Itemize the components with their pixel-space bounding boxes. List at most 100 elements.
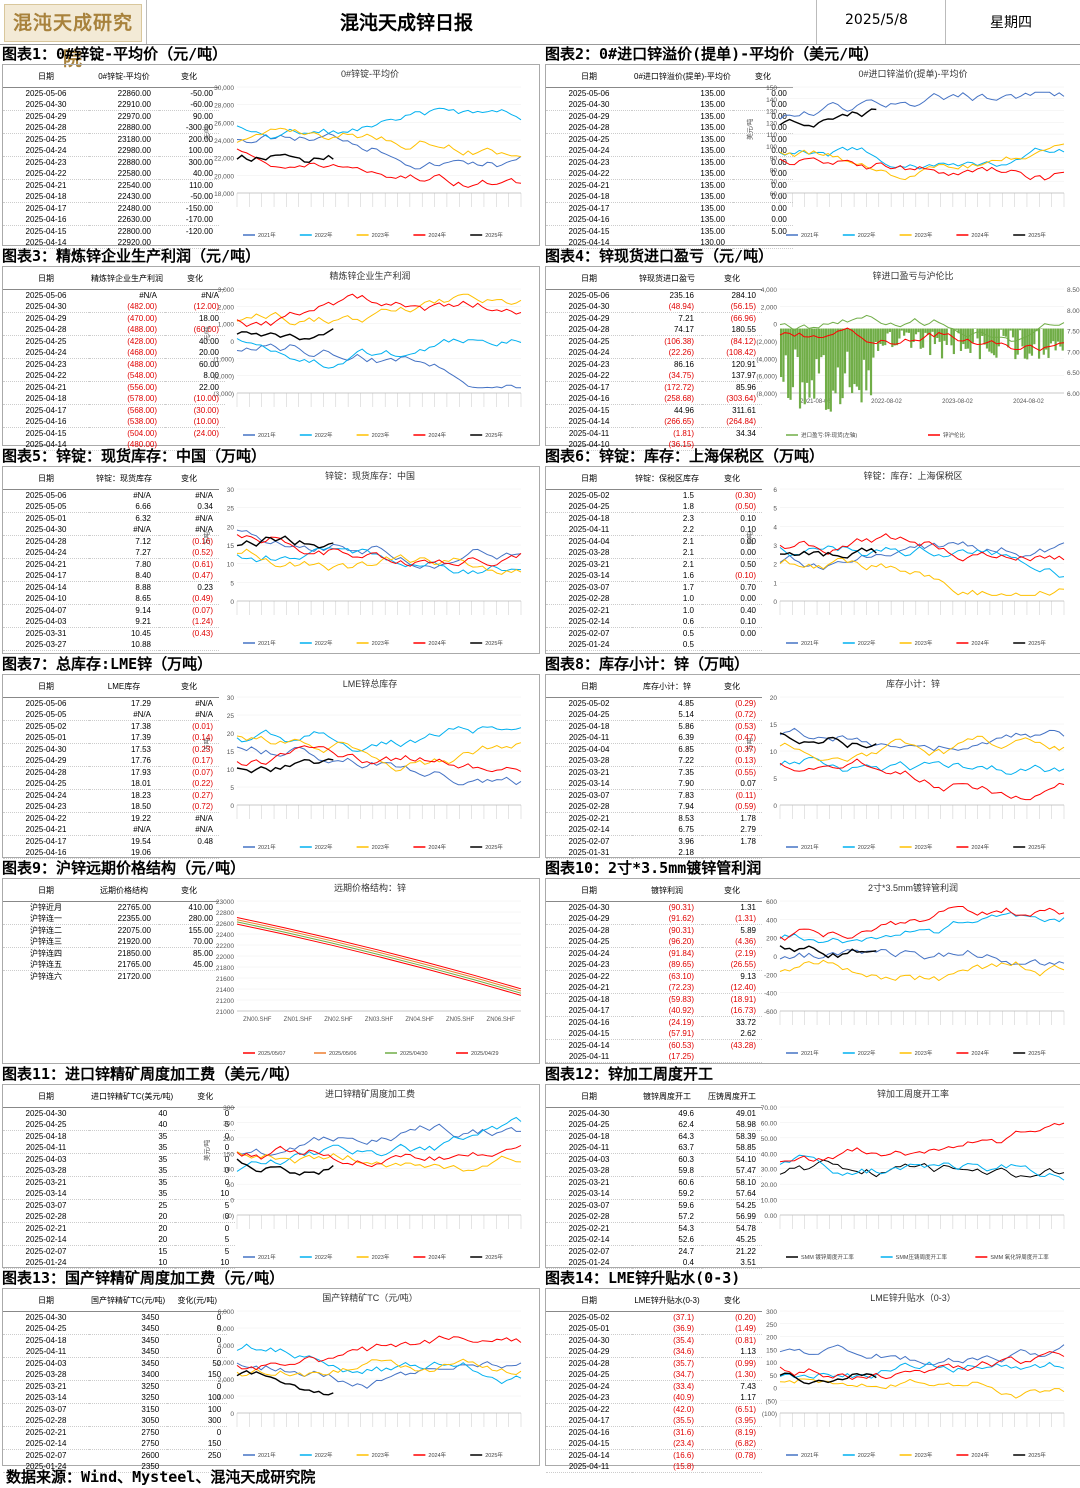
bar-mark xyxy=(862,328,866,360)
legend-label: 2023年 xyxy=(372,431,390,439)
data-table: 日期 LME库存 变化 2025-05-06 17.29 #N/A 2025-05-05 #N… xyxy=(3,675,219,859)
panel-title: 图表7：总库存:LME锌（万吨） xyxy=(2,655,213,673)
series-line xyxy=(779,143,1065,181)
table-cell: 2025-04-23 xyxy=(25,158,67,167)
table-cell: 2025-04-16 xyxy=(3,416,89,428)
table-row: 2025-02-07 3.96 1.78 xyxy=(546,836,762,848)
series-line xyxy=(236,535,334,549)
table-cell xyxy=(702,639,762,651)
table-row: 2025-04-21 135.00 0.00 xyxy=(546,180,793,192)
table-cell: 3250 xyxy=(89,1392,168,1404)
panel-body: 日期 进口锌精矿TC(美元/吨) 变化 2025-04-30 40 0 2025-04-25… xyxy=(2,1084,540,1269)
table-cell: 3.51 xyxy=(702,1257,762,1269)
table-cell: 0.70 xyxy=(740,583,756,592)
panel-9: 图表9：沪锌远期价格结构（元/吨） 日期 远期价格结构 变化 沪锌近月 22765.00 4… xyxy=(2,858,540,1064)
table-row: 2025-04-24 7.27 (0.52) xyxy=(3,547,219,559)
table-cell: 0.00 xyxy=(740,629,756,638)
table-row: 2025-05-02 1.5 (0.30) xyxy=(546,490,762,502)
table-cell: 2025-04-23 xyxy=(568,360,610,369)
column-header: 变化 xyxy=(165,267,225,290)
table-row: 2025-04-03 60.3 54.10 xyxy=(546,1154,762,1166)
table-row: 2025-04-28 (488.00) (60.00) xyxy=(3,324,225,336)
table-row: 2025-05-01 17.39 (0.14) xyxy=(3,732,219,744)
legend-label: 2023年 xyxy=(372,1253,390,1261)
chart: 精炼锌企业生产利润 3,000 2,000 1,000 0 (1,000) (2,000) (… xyxy=(202,270,522,439)
table-cell: 2025-04-03 xyxy=(25,1359,67,1368)
table-cell: 0.00 xyxy=(732,122,793,134)
series-line xyxy=(779,108,877,128)
table-cell: (0.20) xyxy=(735,1313,756,1322)
y-tick-label: 10.00 xyxy=(761,1198,778,1205)
table-cell: 19.54 xyxy=(130,837,151,846)
table-cell: 2025-04-14 xyxy=(568,1041,610,1050)
y-tick-label: 23000 xyxy=(216,899,234,906)
table-cell: 2025-04-17 xyxy=(546,1005,632,1017)
table-row: 2025-04-11 35 0 xyxy=(3,1142,236,1154)
column-header: 变化 xyxy=(702,1289,762,1312)
table-cell: (0.52) xyxy=(159,547,219,559)
column-header: 变化 xyxy=(159,467,219,490)
series-line xyxy=(236,726,522,752)
table-cell: 17.93 xyxy=(130,768,151,777)
table-cell xyxy=(159,847,219,859)
table-row: 2025-02-21 20 0 xyxy=(3,1223,235,1235)
bar-mark xyxy=(855,328,858,387)
table-cell: 35 xyxy=(89,1165,176,1177)
series-line xyxy=(236,1144,522,1168)
y-tick-label: 30,000 xyxy=(214,85,234,92)
table-cell: 150 xyxy=(167,1438,228,1450)
bar-mark xyxy=(810,328,813,381)
table-cell: 49.01 xyxy=(735,1109,756,1118)
table-cell: 2025-04-03 xyxy=(3,616,89,628)
panel-title: 图表5：锌锭：现货库存：中国（万吨） xyxy=(2,447,267,465)
table-row: 2025-04-16 (31.6) (8.19) xyxy=(546,1427,762,1439)
table-row: 2025-03-14 7.90 0.07 xyxy=(546,778,762,790)
bar-mark xyxy=(796,328,799,358)
table-cell: 22880.00 xyxy=(117,158,151,167)
table-row: 2025-04-10 8.65 (0.49) xyxy=(3,593,219,605)
bar-mark xyxy=(1004,328,1008,337)
table-cell: 6.66 xyxy=(89,501,159,513)
column-header: 变化 xyxy=(159,675,219,698)
bar-mark xyxy=(1019,328,1022,331)
table-cell: 2025-04-16 xyxy=(546,214,632,226)
bar-mark xyxy=(860,328,863,403)
table-cell: 64.3 xyxy=(678,1132,694,1141)
table-cell: 135.00 xyxy=(700,112,725,121)
table-cell: 58.85 xyxy=(702,1142,762,1154)
table-cell: 7.94 xyxy=(632,801,702,813)
table-row: 2025-03-28 7.22 (0.13) xyxy=(546,755,762,767)
table-cell: 3250 xyxy=(141,1382,160,1391)
table-cell: 8.00 xyxy=(165,370,225,382)
table-cell: 120.91 xyxy=(731,360,756,369)
y-tick-label: 150 xyxy=(766,1347,777,1354)
column-header: 变化(元/吨) xyxy=(167,1289,228,1312)
table-cell: 22880.00 xyxy=(89,122,159,134)
y-tick-label: 0 xyxy=(230,1198,234,1205)
table-cell: (1.30) xyxy=(702,1369,762,1381)
data-table: 日期 0#锌锭-平均价 变化 2025-05-06 22860.00 -50.00 2025… xyxy=(3,65,219,249)
series-line xyxy=(236,548,522,575)
table-row: 2025-04-16 22630.00 -170.00 xyxy=(3,214,219,226)
table-cell: 2025-04-21 xyxy=(25,181,67,190)
series-line xyxy=(236,1358,522,1378)
table-row: 2025-04-21 22540.00 110.00 xyxy=(3,180,219,192)
bar-mark xyxy=(1042,328,1045,355)
series-line xyxy=(779,557,1065,596)
table-cell: 2025-04-16 xyxy=(3,847,89,859)
table-cell: (0.72) xyxy=(159,801,219,813)
legend-label: 2021年 xyxy=(258,431,276,439)
chart-title: 0#锌锭-平均价 xyxy=(341,68,399,79)
bar-mark xyxy=(832,328,835,391)
table-cell: 2025-04-22 xyxy=(3,370,89,382)
y-tick-label: 10 xyxy=(227,767,235,774)
table-cell: 22075.00 xyxy=(117,926,151,935)
table-cell: (0.37) xyxy=(735,745,756,754)
legend-label: 2021年 xyxy=(258,843,276,851)
column-header: 变化 xyxy=(159,879,219,902)
table-cell: 22630.00 xyxy=(89,214,159,226)
table-cell: 0 xyxy=(216,1313,222,1322)
table-row: 2025-04-30 17.53 (0.23) xyxy=(3,744,219,756)
table-row: 2025-04-22 135.00 0.00 xyxy=(546,168,793,180)
table-row: 2025-04-14 130.00 xyxy=(546,237,793,249)
